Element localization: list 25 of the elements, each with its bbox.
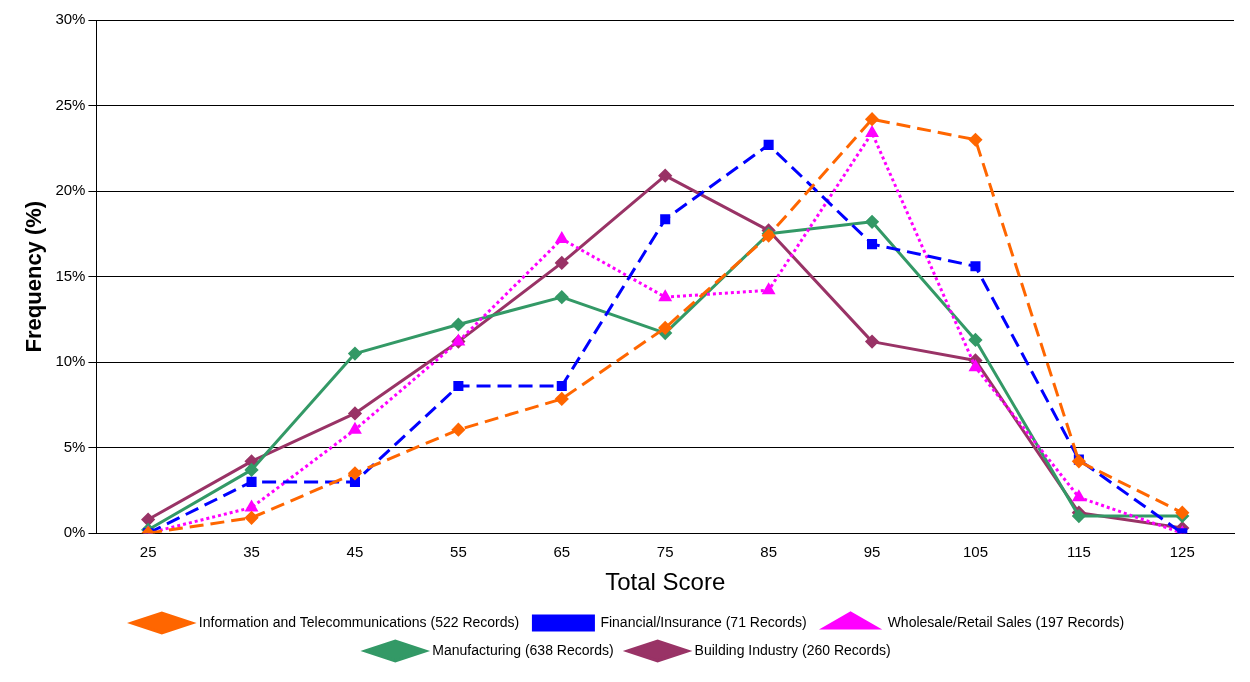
y-tick-label: 30% (55, 10, 86, 28)
y-tick-label: 0% (63, 523, 86, 541)
y-tick-label: 10% (55, 352, 86, 370)
y-tick-label: 25% (55, 95, 86, 113)
x-axis-title: Total Score (605, 568, 726, 596)
legend-label: Building Industry (260 Records) (694, 641, 891, 658)
x-tick-label: 125 (1169, 543, 1195, 561)
legend-label: Manufacturing (638 Records) (432, 641, 614, 658)
legend-label: Wholesale/Retail Sales (197 Records) (887, 613, 1125, 630)
x-tick-label: 65 (553, 543, 571, 561)
y-tick-label: 15% (55, 266, 86, 284)
x-tick-label: 85 (760, 543, 777, 561)
x-tick-label: 55 (450, 543, 467, 561)
x-tick-label: 25 (139, 543, 157, 561)
legend-label: Information and Telecommunications (522 Records) (198, 613, 520, 630)
x-tick-label: 105 (962, 543, 988, 561)
y-axis-title: Frequency (%) (21, 200, 47, 353)
x-tick-label: 75 (656, 543, 674, 561)
y-tick-label: 20% (55, 181, 86, 199)
x-tick-label: 115 (1066, 543, 1091, 561)
x-tick-label: 95 (863, 543, 881, 561)
legend-label: Financial/Insurance (71 Records) (600, 613, 807, 630)
x-tick-label: 35 (243, 543, 260, 561)
x-tick-label: 45 (346, 543, 364, 561)
y-tick-label: 5% (63, 437, 86, 455)
